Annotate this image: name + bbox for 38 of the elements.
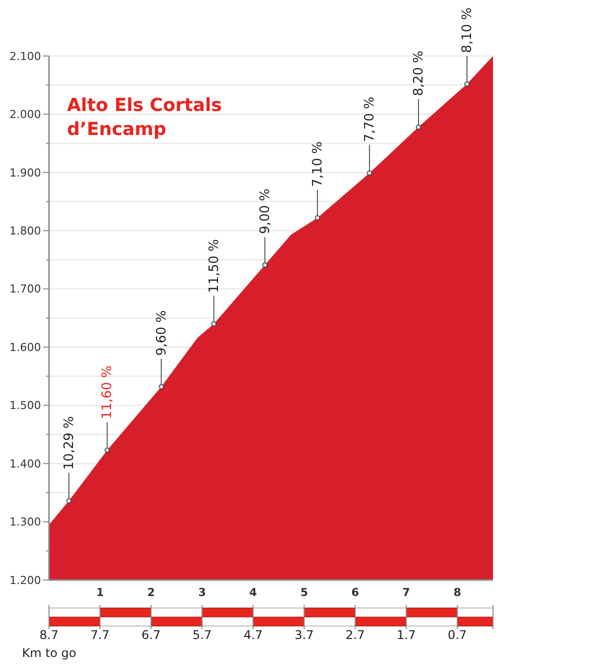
x2-tick-label: 5.7 — [192, 628, 212, 642]
annotation: 7,70 % — [362, 96, 378, 142]
x2-tick-label: 0.7 — [448, 628, 467, 642]
x-tick-label: 3 — [198, 586, 206, 599]
y-tick-label: 1.700 — [10, 282, 41, 296]
y-tick-label: 1.300 — [10, 516, 41, 529]
annotation: 9,60 % — [154, 310, 170, 356]
x-tick-label: 7 — [402, 586, 410, 599]
y-tick-label: 2.000 — [10, 108, 41, 122]
y-tick-label: 1.200 — [10, 574, 41, 587]
x2-axis-title: Km to go — [22, 646, 76, 660]
annotation: 8,10 % — [460, 8, 475, 53]
y-tick-label: 1.800 — [10, 224, 41, 238]
annotation: 9,00 % — [258, 188, 273, 234]
x2-tick-label: 1.7 — [396, 628, 416, 642]
y-tick-label: 1.500 — [10, 399, 41, 412]
x2-tick-label: 6.7 — [142, 628, 161, 642]
x2-tick-label: 8.7 — [39, 628, 59, 642]
x2-tick-label: 7.7 — [90, 628, 110, 642]
annotation: 10,29 % — [62, 416, 77, 470]
text: Alto Els Cortals d’Encamp — [67, 95, 222, 140]
y-tick-label: 1.400 — [10, 457, 41, 470]
x-tick-label: 5 — [300, 586, 308, 599]
x2-tick-label: 2.7 — [346, 628, 365, 642]
x-tick-label: 2 — [147, 586, 155, 599]
x-tick-label: 1 — [96, 586, 104, 599]
x2-tick-label: 4.7 — [244, 628, 263, 642]
x-tick-label: 8 — [453, 586, 462, 599]
x-tick-label: 6 — [351, 586, 360, 599]
annotation: 11,50 % — [206, 239, 222, 293]
y-tick-label: 2.100 — [10, 50, 41, 63]
x-tick-label: 4 — [249, 586, 258, 599]
y-tick-label: 1.900 — [10, 166, 41, 180]
x2-tick-label: 3.7 — [294, 628, 314, 642]
annotation: 8,20 % — [411, 50, 426, 96]
annotation: 7,10 % — [310, 141, 326, 187]
annotation: 11,60 % — [100, 365, 116, 420]
y-tick-label: 1.600 — [10, 340, 41, 354]
